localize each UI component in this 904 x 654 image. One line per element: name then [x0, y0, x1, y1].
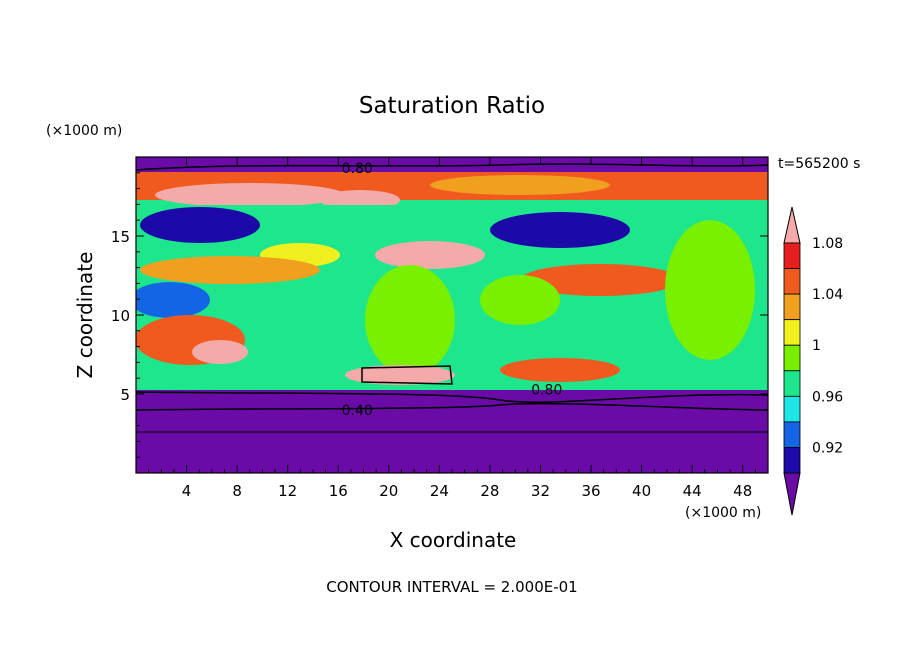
field-patch [665, 220, 755, 360]
field-patch [480, 275, 560, 325]
colorbar-tick-label: 1 [812, 338, 821, 354]
x-tick-label: 20 [379, 482, 398, 500]
contour-line [136, 163, 768, 171]
x-tick-label: 16 [329, 482, 348, 500]
y-tick-label: 10 [111, 307, 130, 325]
time-label: t=565200 s [778, 156, 860, 172]
x-tick-label: 40 [632, 482, 651, 500]
x-tick-label: 24 [430, 482, 449, 500]
colorbar-tick-label: 1.08 [812, 236, 843, 252]
colorbar-segment [783, 447, 801, 474]
x-unit-label: (×1000 m) [685, 505, 761, 521]
field-patch [140, 207, 260, 243]
colorbar-segment [783, 319, 801, 346]
colorbar-segment [783, 268, 801, 295]
x-tick-label: 12 [278, 482, 297, 500]
contour-label: 0.80 [342, 161, 373, 177]
x-tick-label: 44 [683, 482, 702, 500]
chart-title: Saturation Ratio [359, 93, 545, 119]
contour-labels: 0.80 0.80 0.40 [342, 161, 563, 419]
x-tick-label: 48 [733, 482, 752, 500]
contour-line [136, 402, 768, 411]
x-tick-label: 8 [232, 482, 242, 500]
x-tick-label: 36 [581, 482, 600, 500]
field-patch [345, 365, 455, 385]
field-patch [140, 256, 320, 284]
colorbar-segment [783, 293, 801, 321]
contour-field [136, 157, 768, 473]
colorbar-tick-label: 1.04 [812, 287, 843, 303]
field-patch [430, 175, 610, 195]
y-unit-label: (×1000 m) [46, 123, 122, 139]
field-patch [365, 265, 455, 375]
colorbar-segment [783, 344, 801, 372]
field-patch [192, 340, 248, 364]
y-tick-label: 15 [111, 228, 130, 246]
colorbar-segment [783, 395, 801, 423]
contour-line [136, 391, 768, 403]
y-tick-label: 5 [120, 386, 130, 404]
field-patch [155, 183, 345, 207]
field-patch [490, 212, 630, 248]
contour-interval-note: CONTOUR INTERVAL = 2.000E-01 [326, 578, 577, 596]
colorbar-tick-label: 0.92 [812, 440, 843, 456]
contour-line [361, 365, 453, 385]
x-tick-label: 28 [480, 482, 499, 500]
field-patch [136, 282, 210, 318]
x-axis-label: X coordinate [390, 528, 517, 552]
colorbar: 0.92 0.96 1 1.04 1.08 [783, 206, 843, 516]
x-tick-label: 4 [182, 482, 192, 500]
contour-label: 0.80 [531, 382, 562, 398]
y-axis-label: Z coordinate [73, 252, 97, 379]
colorbar-tick-label: 0.96 [812, 389, 843, 405]
y-axis: 5 10 15 [111, 172, 768, 458]
colorbar-segment [783, 370, 801, 397]
colorbar-segment [783, 242, 801, 269]
field-patch [375, 241, 485, 269]
colorbar-segment [783, 421, 801, 448]
contour-label: 0.40 [342, 403, 373, 419]
colorbar-bottom-arrow [783, 472, 801, 516]
colorbar-top-arrow [783, 206, 801, 244]
x-axis: 4 8 12 16 20 24 28 32 36 40 44 48 [148, 157, 756, 500]
field-patch [500, 358, 620, 382]
x-tick-label: 32 [531, 482, 550, 500]
field-patch [520, 264, 680, 296]
